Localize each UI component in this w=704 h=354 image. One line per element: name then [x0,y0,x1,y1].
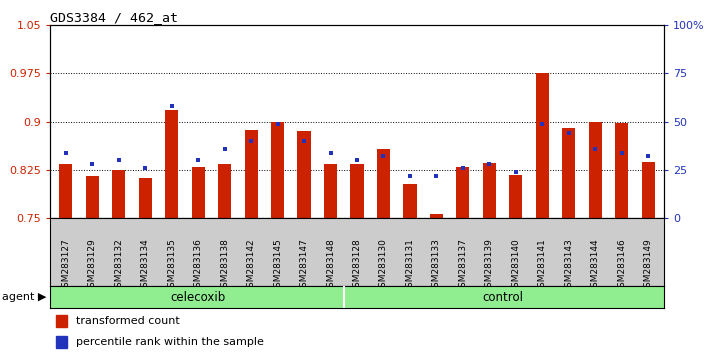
Bar [536,73,549,218]
Bar [324,164,337,218]
Bar [456,167,470,218]
Point [643,154,654,159]
Bar [56,336,68,348]
Point [193,158,204,163]
Bar [112,170,125,218]
Point [589,146,601,152]
Bar [271,122,284,218]
Point [536,121,548,126]
Point [457,165,468,171]
Bar [86,177,99,218]
Point [404,173,415,179]
Bar [509,175,522,218]
Bar [298,131,310,218]
Point [61,150,72,155]
Bar [351,164,364,218]
Bar [641,162,655,218]
Bar [218,164,232,218]
Point [378,154,389,159]
Text: control: control [482,291,523,304]
Bar [191,167,205,218]
Point [139,165,151,171]
Bar [429,214,443,218]
Point [298,138,310,144]
Text: percentile rank within the sample: percentile rank within the sample [77,337,264,347]
Bar [562,128,575,218]
Point [484,161,495,167]
Bar [56,315,68,327]
Text: agent ▶: agent ▶ [2,292,46,302]
Point [351,158,363,163]
Text: celecoxib: celecoxib [170,291,226,304]
Point [166,103,177,109]
Point [219,146,230,152]
Point [563,130,574,136]
Bar [59,164,73,218]
Point [510,169,522,175]
Bar [377,149,390,218]
Point [246,138,257,144]
Text: transformed count: transformed count [77,316,180,326]
Bar [589,122,602,218]
Bar [483,163,496,218]
Point [616,150,627,155]
Text: GDS3384 / 462_at: GDS3384 / 462_at [50,11,178,24]
Point [272,121,283,126]
Bar [139,178,152,218]
Point [87,161,98,167]
Bar [165,110,178,218]
Point [325,150,337,155]
Point [431,173,442,179]
Bar [244,130,258,218]
Point [113,158,125,163]
Bar [403,184,417,218]
Bar [615,123,628,218]
